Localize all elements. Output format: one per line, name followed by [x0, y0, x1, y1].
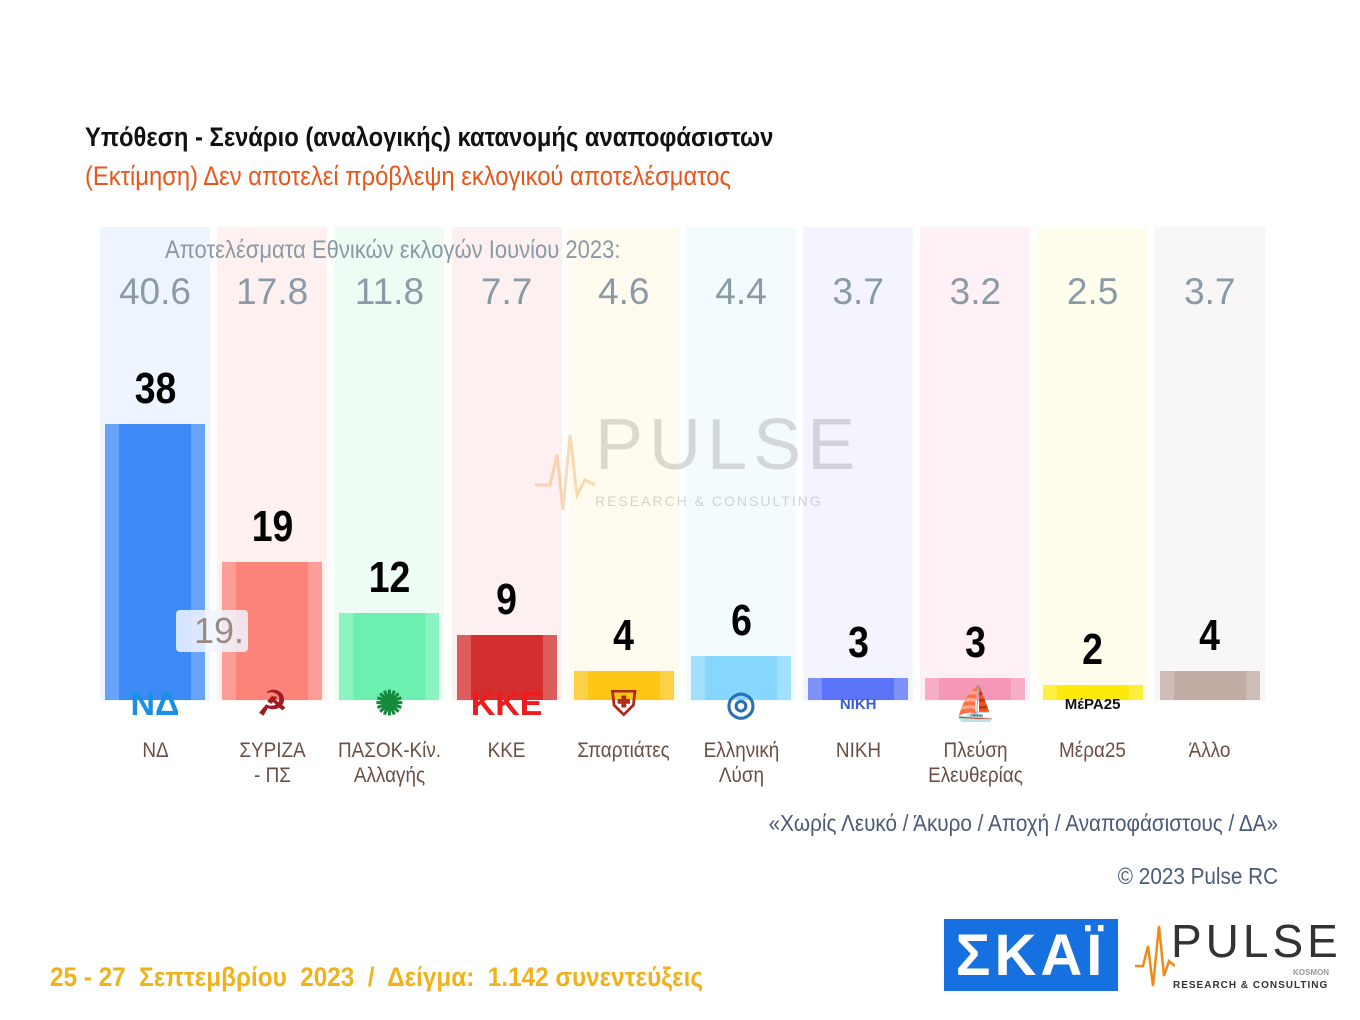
bar-4 — [573, 670, 674, 701]
bar-3 — [456, 634, 557, 701]
previous-results-label: Αποτελέσματα Εθνικών εκλογών Ιουνίου 202… — [165, 236, 621, 264]
bar-0 — [105, 424, 205, 700]
hover-tooltip: 19. — [176, 610, 248, 652]
category-label: Πλεύση Ελευθερίας — [923, 738, 1028, 788]
column-background — [920, 227, 1031, 701]
category-label: ΝΙΚΗ — [806, 738, 911, 763]
previous-result-label: 3.7 — [1184, 271, 1236, 312]
party-logo-icon: ΜέΡΑ25 — [1064, 695, 1121, 713]
party-logo-icon: ΝΙΚΗ — [839, 695, 877, 713]
chart-subtitle: (Εκτίμηση) Δεν αποτελεί πρόβλεψη εκλογικ… — [85, 161, 731, 191]
bar-value-label: 6 — [730, 596, 752, 646]
bar-8 — [1042, 685, 1143, 700]
category-label-line: - ΠΣ — [253, 764, 291, 787]
category-label: ΝΔ — [102, 738, 207, 763]
category-label-line: Ελευθερίας — [928, 764, 1023, 787]
bar-7 — [925, 678, 1026, 700]
previous-result-label: 4.6 — [598, 271, 650, 312]
party-logo-icon: ⛵ — [954, 685, 997, 723]
category-label-line: Άλλο — [1188, 739, 1231, 762]
category-label-line: Πλεύση — [943, 739, 1008, 762]
category-label-line: Αλλαγής — [353, 764, 425, 787]
column-background — [451, 227, 562, 701]
category-label-line: Μέρα25 — [1059, 739, 1127, 762]
column-background — [1037, 227, 1148, 701]
party-logo-icon — [1151, 680, 1268, 728]
category-label-line: ΝΙΚΗ — [835, 739, 881, 762]
category-label-line: Λύση — [718, 764, 764, 787]
category-label-line: Σπαρτιάτες — [577, 739, 671, 762]
bar-6 — [808, 678, 909, 700]
bar-value-label: 4 — [613, 610, 635, 660]
pulse-logo-text: PULSE — [1171, 915, 1342, 967]
watermark-pulse-text: PULSE — [595, 405, 862, 485]
category-label: ΚΚΕ — [454, 738, 559, 763]
party-logo-icon: ΝΔ — [130, 684, 180, 723]
category-label-line: ΣΥΡΙΖΑ — [239, 739, 306, 762]
category-label: Άλλο — [1157, 738, 1262, 763]
previous-result-label: 3.7 — [832, 271, 884, 312]
bar-value-label: 2 — [1082, 625, 1103, 675]
bar-value-label: 4 — [1199, 610, 1221, 660]
exclusion-note: «Χωρίς Λευκό / Άκυρο / Αποχή / Αναποφάσι… — [768, 810, 1278, 836]
column-background — [568, 227, 679, 701]
category-label: ΠΑΣΟΚ-Κίν. Αλλαγής — [337, 738, 442, 788]
category-label-line: Ελληνική — [703, 739, 779, 762]
previous-result-label: 3.2 — [949, 271, 1002, 312]
skai-logo: ΣΚΑΪ — [944, 919, 1118, 991]
pulse-watermark: PULSE RESEARCH & CONSULTING — [535, 405, 855, 515]
bar-2 — [339, 612, 440, 701]
watermark-pulse-sub: RESEARCH & CONSULTING — [595, 493, 823, 509]
pulse-logo-sub: RESEARCH & CONSULTING — [1173, 980, 1329, 991]
party-logo-icon: ◎ — [726, 685, 756, 723]
bar-value-label: 9 — [496, 574, 517, 624]
category-label: ΣΥΡΙΖΑ - ΠΣ — [220, 738, 325, 788]
column-background — [1154, 227, 1265, 701]
category-label: Σπαρτιάτες — [571, 738, 676, 763]
kosmon-text: KOSMON — [1293, 968, 1329, 977]
category-label-line: ΝΔ — [141, 739, 169, 762]
pulse-heartbeat-icon — [535, 434, 595, 511]
pulse-logo: PULSE KOSMON RESEARCH & CONSULTING — [1135, 916, 1338, 1000]
column-background — [803, 227, 914, 701]
party-logo-icon: ✺ — [375, 685, 404, 723]
party-logo-icon: ΚΚΕ — [470, 684, 543, 723]
previous-result-label: 2.5 — [1066, 271, 1119, 312]
party-logo-icon: ⛨ — [611, 684, 637, 723]
category-label-line: ΚΚΕ — [487, 739, 526, 762]
previous-result-label: 7.7 — [480, 271, 533, 312]
category-label-line: ΠΑΣΟΚ-Κίν. — [337, 739, 441, 762]
bar-value-label: 3 — [847, 618, 869, 668]
category-label: Ελληνική Λύση — [688, 738, 793, 788]
copyright: © 2023 Pulse RC — [1117, 863, 1278, 889]
bar-value-label: 3 — [964, 618, 986, 668]
bar-5 — [691, 656, 791, 700]
bar-value-label: 38 — [134, 364, 176, 414]
party-logo-icon: ☭ — [256, 685, 288, 723]
previous-result-label: 11.8 — [354, 271, 425, 312]
pulse-heartbeat-icon — [1135, 925, 1175, 987]
category-label: Μέρα25 — [1040, 738, 1145, 763]
chart-title: Υπόθεση - Σενάριο (αναλογικής) κατανομής… — [85, 122, 774, 152]
previous-result-label: 40.6 — [118, 271, 191, 312]
previous-result-label: 17.8 — [236, 271, 309, 312]
bar-value-label: 12 — [368, 552, 411, 602]
bar-value-label: 19 — [251, 502, 293, 552]
column-background — [686, 227, 796, 701]
bar-9 — [1159, 670, 1260, 701]
previous-result-label: 4.4 — [715, 271, 767, 312]
footer-survey-info: 25 - 27 Σεπτεμβρίου 2023 / Δείγμα: 1.142… — [50, 962, 703, 992]
